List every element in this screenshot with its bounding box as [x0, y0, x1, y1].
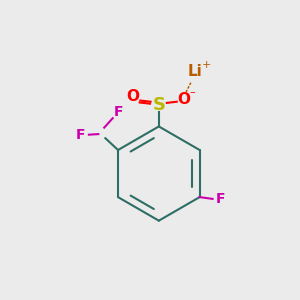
- Text: F: F: [113, 105, 123, 119]
- Text: O: O: [126, 89, 140, 104]
- Text: +: +: [202, 61, 211, 70]
- Text: S: S: [152, 96, 165, 114]
- Text: F: F: [76, 128, 86, 142]
- Text: Li: Li: [188, 64, 203, 80]
- Text: O: O: [177, 92, 190, 107]
- Text: F: F: [216, 193, 226, 206]
- Text: –: –: [189, 88, 195, 98]
